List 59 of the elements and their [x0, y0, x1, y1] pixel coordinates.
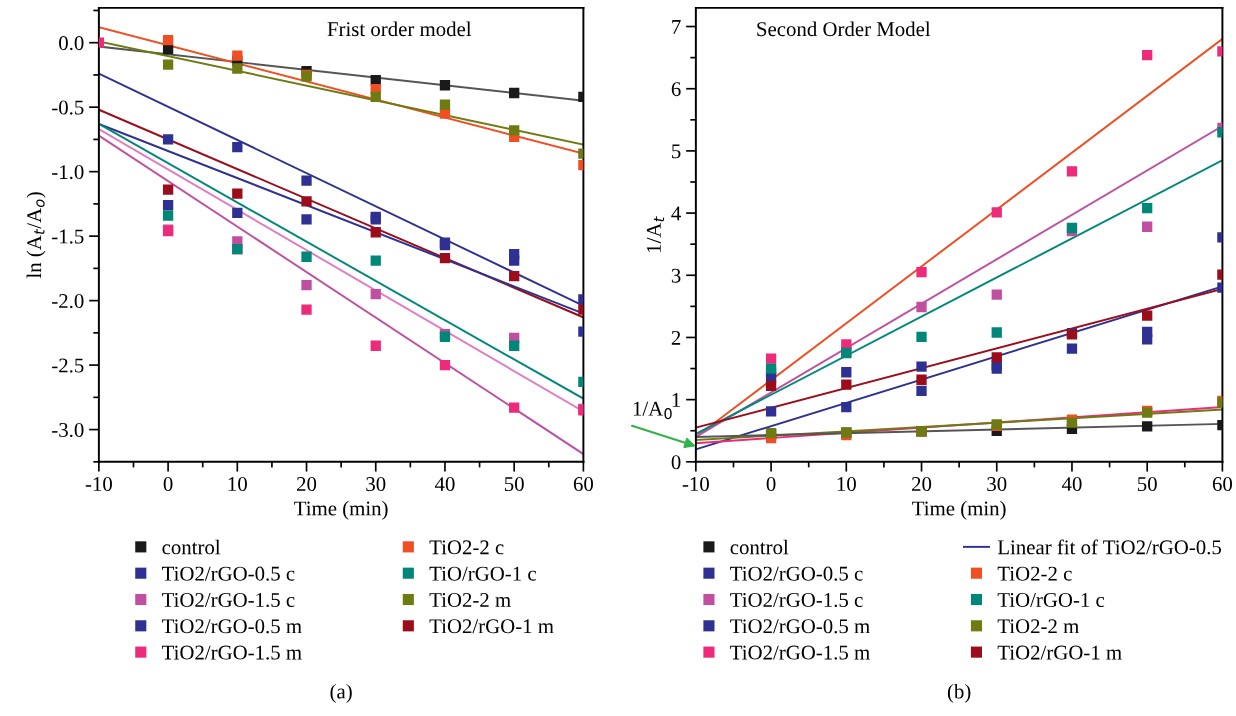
y-tick-label: -1.5	[52, 229, 84, 244]
text: Second Order Model	[757, 21, 931, 37]
x-tick-label: 60	[573, 477, 594, 492]
y-tick-label: -2.5	[52, 358, 84, 373]
x-tick-label: 10	[837, 477, 856, 492]
x-tick-label: 0	[766, 477, 776, 492]
legend-label: TiO/rGO-1 c	[429, 566, 536, 581]
legend-label: TiO2/rGO-1.5 m	[162, 645, 302, 660]
x-tick-label: 50	[504, 477, 524, 492]
x-axis-title: Time (min)	[294, 500, 388, 520]
legend-label: TiO2-2 c	[429, 540, 504, 555]
y-tick-label: 2	[671, 330, 681, 345]
text: Frist order model	[327, 21, 472, 37]
x-tick-label: 40	[434, 477, 455, 492]
text: (b)	[947, 683, 971, 703]
x-tick-label: 50	[1137, 477, 1157, 492]
x-tick-label: 10	[228, 477, 247, 492]
y-tick-label: 0.0	[59, 36, 84, 51]
y-tick-label: -2.0	[52, 293, 84, 309]
x-tick-label: 40	[1061, 477, 1082, 492]
x-tick-label: 20	[912, 477, 932, 492]
y-tick-label: 6	[671, 82, 681, 97]
legend-label: TiO2-2 m	[429, 592, 511, 607]
x-tick-label: 20	[297, 477, 317, 492]
legend-label: TiO2/rGO-0.5 c	[162, 566, 295, 581]
y-tick-label: 0	[671, 455, 681, 470]
x-tick-label: 30	[987, 477, 1007, 492]
legend-label: control	[162, 539, 221, 555]
y-tick-label: 1	[672, 393, 681, 407]
text: (a)	[330, 683, 352, 703]
y-tick-label: 5	[672, 144, 681, 159]
y-tick-label: 4	[671, 206, 681, 221]
legend-label: TiO2/rGO-1.5 c	[162, 592, 295, 608]
x-axis-title: Time (min)	[912, 500, 1006, 520]
legend-label: TiO2/rGO-1 m	[997, 645, 1122, 660]
y-tick-label: -0.5	[52, 100, 84, 115]
x-tick-label: -10	[85, 477, 112, 492]
legend-label: TiO/rGO-1 c	[997, 592, 1105, 607]
legend-label: TiO2/rGO-1 m	[429, 619, 554, 634]
y-tick-label: -3.0	[52, 422, 84, 438]
legend-label: TiO2/rGO-0.5 m	[162, 619, 302, 634]
x-tick-label: 60	[1212, 477, 1233, 492]
y-axis-title: 1/A$_{t}$	[646, 216, 665, 252]
legend-label: TiO2/rGO-0.5 m	[730, 619, 870, 634]
legend-label: Linear fit of TiO2/rGO-0.5	[997, 539, 1222, 555]
x-tick-label: 0	[163, 477, 173, 492]
x-tick-label: 30	[366, 477, 386, 492]
legend-label: TiO2-2 c	[997, 566, 1072, 581]
x-tick-label: -10	[682, 477, 709, 492]
legend-label: TiO2/rGO-1.5 m	[730, 645, 870, 660]
legend-label: TiO2-2 m	[997, 619, 1079, 634]
legend-label: TiO2/rGO-1.5 c	[730, 592, 863, 608]
legend-label: control	[730, 539, 789, 555]
y-tick-label: 7	[672, 20, 681, 34]
y-axis-title: ln (A$_{t}$/A$_{o}$)	[26, 192, 46, 279]
y-tick-label: -1.0	[52, 165, 84, 180]
y-tick-label: 3	[671, 268, 681, 283]
annotation: 1/A$_{0}$	[633, 401, 672, 420]
legend-label: TiO2/rGO-0.5 c	[730, 566, 863, 581]
